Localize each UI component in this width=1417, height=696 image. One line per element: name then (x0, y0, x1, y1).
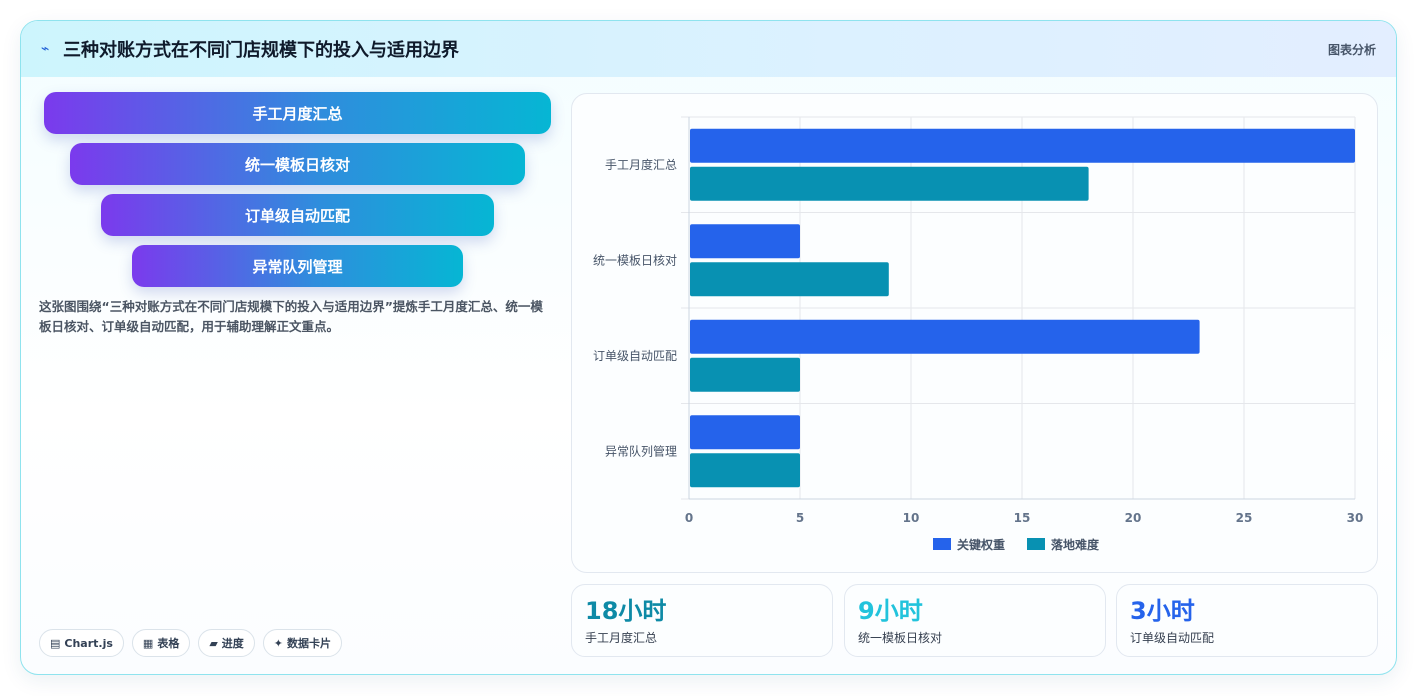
bar-series-2 (690, 166, 1089, 201)
y-tick-label: 异常队列管理 (605, 443, 677, 458)
chip-label: 进度 (221, 637, 244, 650)
x-tick-label: 20 (1125, 511, 1142, 525)
y-tick-label: 统一模板日核对 (593, 253, 677, 267)
x-tick-label: 0 (685, 511, 693, 525)
bar-series-2 (690, 357, 800, 392)
report-card: ⌁ 三种对账方式在不同门店规模下的投入与适用边界 图表分析 手工月度汇总 统一模… (20, 20, 1397, 675)
stat-value: 9小时 (858, 597, 923, 625)
sparkle-icon: ✦ (273, 636, 284, 650)
table-icon: ▦ (142, 636, 154, 650)
tech-chips: ▤ Chart.js ▦ 表格 ▰ 进度 ✦ 数据卡片 (39, 629, 343, 657)
stat-card-2: 9小时 统一模板日核对 (844, 584, 1106, 657)
stat-label: 手工月度汇总 (585, 631, 658, 645)
funnel-step-4: 异常队列管理 (132, 245, 463, 287)
funnel-step-3: 订单级自动匹配 (101, 194, 494, 236)
progress-icon: ▰ (209, 636, 218, 650)
funnel-step-1: 手工月度汇总 (44, 92, 551, 134)
chart-panel: 0 5 10 15 20 25 30 手工月度汇总统一模板日核对 订单级自动匹配异常队列管理关键… (571, 93, 1378, 573)
bar-series-1 (690, 319, 1200, 354)
chip-label: 数据卡片 (287, 637, 332, 650)
legend-swatch (1027, 538, 1045, 550)
card-header: ⌁ 三种对账方式在不同门店规模下的投入与适用边界 图表分析 (21, 21, 1396, 77)
stat-card-1: 18小时 手工月度汇总 (571, 584, 833, 657)
y-tick-label: 订单级自动匹配 (593, 349, 677, 363)
x-tick-label: 15 (1014, 511, 1031, 525)
stat-value: 3小时 (1130, 597, 1195, 625)
bar-series-1 (690, 415, 800, 450)
chart-description: 这张图围绕“三种对账方式在不同门店规模下的投入与适用边界”提炼手工月度汇总、统一… (39, 299, 543, 334)
bar-series-1 (690, 128, 1355, 163)
chip-chartjs: ▤ Chart.js (39, 629, 124, 657)
x-tick-label: 30 (1347, 511, 1364, 525)
bar-series-2 (690, 453, 800, 488)
stat-value: 18小时 (585, 597, 667, 625)
bar-series-1 (690, 224, 800, 259)
page-title: 三种对账方式在不同门店规模下的投入与适用边界 (63, 40, 459, 61)
legend-swatch (933, 538, 951, 550)
chip-label: Chart.js (64, 636, 113, 650)
stat-label: 统一模板日核对 (858, 631, 943, 645)
chip-progress: ▰ 进度 (198, 629, 255, 657)
stat-card-3: 3小时 订单级自动匹配 (1116, 584, 1378, 657)
chip-table: ▦ 表格 (131, 629, 191, 657)
funnel-step-2: 统一模板日核对 (70, 143, 525, 185)
legend-label: 落地难度 (1051, 537, 1100, 552)
bar-chart: 0 5 10 15 20 25 30 手工月度汇总统一模板日核对订单级自动匹配异常队列管理关键… (593, 116, 1364, 552)
y-tick-label: 手工月度汇总 (605, 157, 677, 172)
x-tick-label: 25 (1236, 511, 1253, 525)
bar-series-2 (690, 262, 889, 297)
chip-label: 表格 (157, 637, 180, 650)
pulse-icon: ⌁ (41, 41, 50, 57)
chip-datacard: ✦ 数据卡片 (262, 629, 343, 657)
x-tick-label: 10 (903, 511, 920, 525)
header-tag: 图表分析 (1327, 43, 1376, 57)
x-tick-label: 5 (796, 511, 804, 525)
chart-icon: ▤ (50, 636, 61, 650)
stat-label: 订单级自动匹配 (1130, 631, 1215, 645)
legend-label: 关键权重 (957, 537, 1005, 552)
